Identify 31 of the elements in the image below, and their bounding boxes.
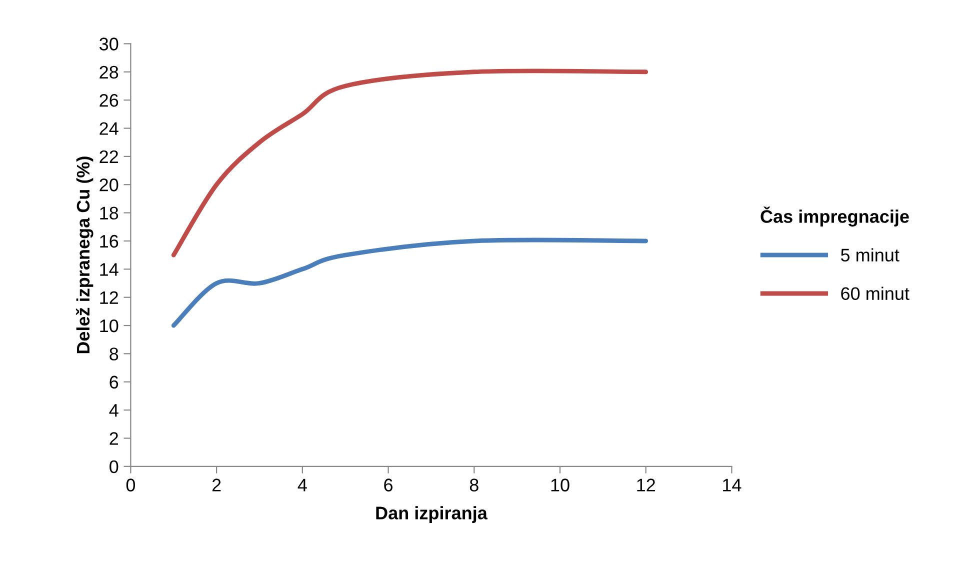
y-tick-label: 22: [100, 150, 118, 163]
x-tick-label: 0: [126, 478, 136, 492]
y-tick-label: 6: [110, 376, 118, 389]
legend-label: 60 minut: [841, 286, 910, 300]
x-axis-title: Dan izpiranja: [376, 506, 488, 523]
line-series: [171, 238, 648, 328]
y-tick-label: 10: [100, 319, 118, 332]
legend-label: 5 minut: [840, 248, 900, 262]
y-tick-label: 2: [110, 432, 118, 445]
x-tick-label: 10: [551, 478, 570, 492]
y-tick-label: 24: [100, 122, 118, 135]
y-tick-label: 26: [100, 94, 118, 107]
y-tick-label: 30: [100, 38, 118, 50]
x-tick-label: 8: [470, 478, 478, 492]
y-tick-label: 12: [100, 291, 118, 304]
x-tick-label: 4: [298, 478, 307, 492]
line-series: [171, 68, 648, 258]
y-tick-label: 18: [100, 206, 118, 220]
y-tick-label: 14: [100, 263, 118, 276]
y-axis-title: Delež izpranega Cu (%): [76, 156, 94, 354]
legend-title: Čas impregnacije: [760, 206, 909, 227]
y-tick-label: 0: [110, 460, 118, 474]
x-tick-label: 6: [384, 478, 393, 492]
x-tick-label: 14: [723, 478, 742, 492]
y-tick-label: 4: [109, 404, 118, 417]
y-tick-label: 28: [100, 66, 118, 79]
y-tick-label: 16: [100, 234, 118, 248]
y-tick-label: 8: [110, 348, 118, 360]
x-tick-label: 2: [212, 478, 221, 492]
x-tick-label: 12: [637, 478, 655, 492]
y-tick-label: 20: [100, 178, 118, 192]
